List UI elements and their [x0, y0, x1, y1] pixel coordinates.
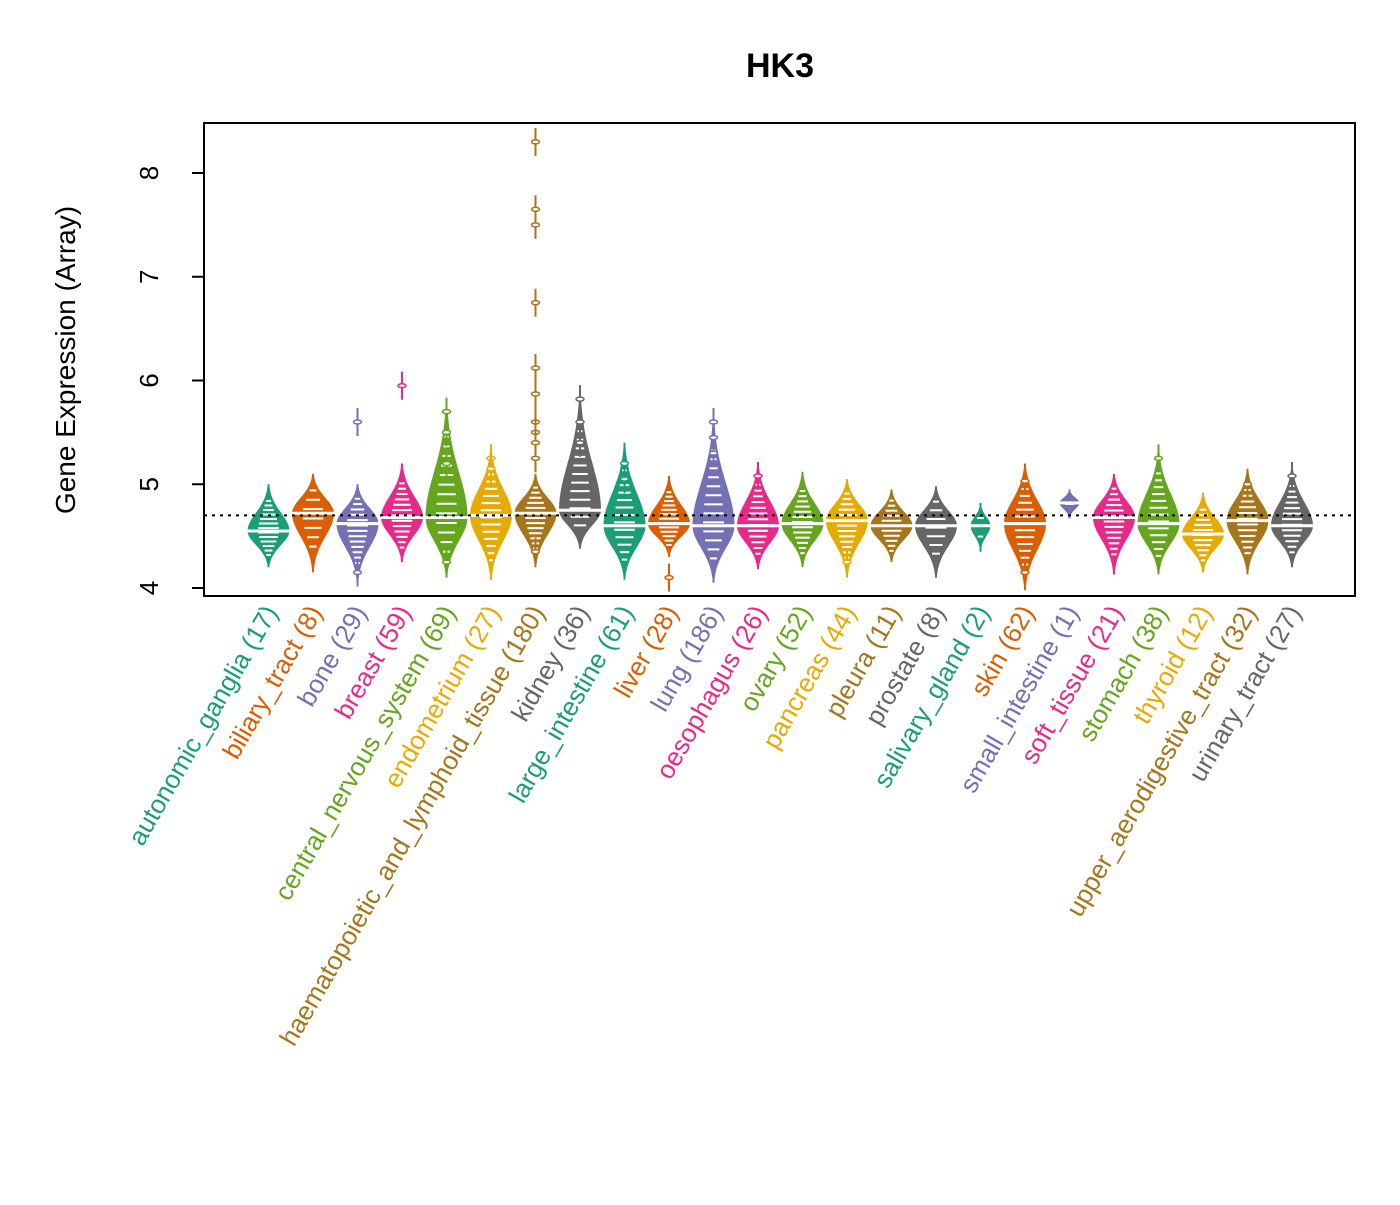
outlier-point: [1020, 478, 1030, 484]
violin-body: [603, 442, 646, 580]
outlier-point: [619, 460, 630, 467]
violin-body: [247, 484, 290, 568]
violin-body: [425, 401, 468, 578]
outlier-point: [1287, 473, 1297, 479]
violin-body: [1182, 492, 1224, 573]
violin-body: [737, 463, 779, 570]
violin-body: [692, 416, 735, 583]
violin-body: [781, 471, 824, 568]
outlier-point: [352, 569, 363, 576]
violin-body: [470, 447, 512, 580]
violin-oesophagus: [737, 461, 779, 570]
violin-urinary_tract: [1271, 461, 1313, 568]
violin-lung: [692, 408, 735, 583]
outlier-point: [708, 450, 719, 456]
violin-central_nervous_system: [425, 397, 468, 578]
outlier-point: [352, 419, 363, 425]
violin-body: [514, 473, 557, 568]
y-tick-label: 7: [134, 270, 164, 284]
violin-body: [915, 486, 957, 578]
violin-haematopoietic_and_lymphoid_tissue: [514, 127, 557, 568]
violin-biliary_tract: [292, 473, 334, 573]
violin-autonomic_ganglia: [247, 484, 290, 568]
violin-body: [970, 502, 991, 552]
outlier-point: [397, 382, 407, 389]
y-tick-label: 8: [134, 166, 164, 180]
violin-body: [1271, 465, 1313, 568]
outlier-point: [664, 574, 674, 581]
outlier-point: [842, 559, 852, 565]
violin-small_intestine: [1059, 489, 1080, 519]
outlier-point: [575, 396, 585, 402]
outlier-point: [708, 434, 719, 441]
violin-body: [826, 479, 868, 578]
outlier-point: [619, 476, 630, 482]
y-tick-label: 4: [134, 581, 164, 595]
outlier-point: [441, 408, 452, 415]
violin-stomach: [1137, 444, 1180, 575]
outlier-point: [753, 473, 763, 479]
violin-body: [292, 473, 334, 573]
outlier-point: [441, 559, 452, 565]
outlier-point: [1020, 569, 1030, 576]
y-tick-label: 6: [134, 373, 164, 387]
violin-soft_tissue: [1093, 473, 1135, 575]
violin-salivary_gland: [970, 502, 991, 552]
violin-kidney: [559, 385, 601, 549]
outlier-point: [530, 548, 541, 555]
outlier-point: [530, 299, 541, 306]
violin-pleura: [870, 489, 913, 563]
outlier-point: [1153, 455, 1164, 462]
violin-body: [1137, 447, 1180, 575]
violin-body: [648, 475, 690, 557]
violin-pancreas: [826, 479, 868, 578]
outlier-point: [530, 206, 541, 213]
violin-upper_aerodigestive_tract: [1226, 468, 1269, 575]
outlier-point: [441, 429, 452, 436]
violin-body: [381, 463, 423, 563]
outlier-point: [530, 222, 541, 228]
outlier-point: [530, 139, 541, 145]
chart-title: HK3: [746, 47, 814, 85]
y-tick-label: 5: [134, 477, 164, 491]
outlier-point: [441, 460, 452, 467]
violin-body: [1093, 473, 1135, 575]
violin-skin: [1004, 463, 1046, 591]
x-axis-labels: autonomic_ganglia (17)biliary_tract (8)b…: [122, 600, 1307, 1051]
outlier-point: [1242, 481, 1253, 487]
outlier-point: [530, 391, 541, 397]
plot-frame: [203, 122, 1356, 597]
violins: [247, 127, 1313, 592]
outlier-point: [530, 365, 541, 371]
outlier-point: [486, 465, 496, 472]
violin-liver: [648, 475, 690, 592]
outlier-point: [575, 440, 585, 446]
violin-ovary: [781, 471, 824, 568]
y-axis-label: Gene Expression (Array): [50, 206, 81, 514]
violin-endometrium: [470, 444, 512, 580]
outlier-point: [530, 455, 541, 462]
violin-large_intestine: [603, 442, 646, 580]
violin-prostate: [915, 486, 957, 578]
violin-body: [336, 484, 379, 583]
violin-breast: [381, 371, 423, 563]
violin-thyroid: [1182, 492, 1224, 573]
outlier-point: [530, 440, 541, 446]
violin-body: [1004, 463, 1046, 591]
outlier-point: [708, 419, 719, 425]
y-axis: 4 5 6 7 8: [134, 166, 204, 595]
outlier-point: [575, 419, 585, 425]
violin-bone: [336, 408, 379, 587]
